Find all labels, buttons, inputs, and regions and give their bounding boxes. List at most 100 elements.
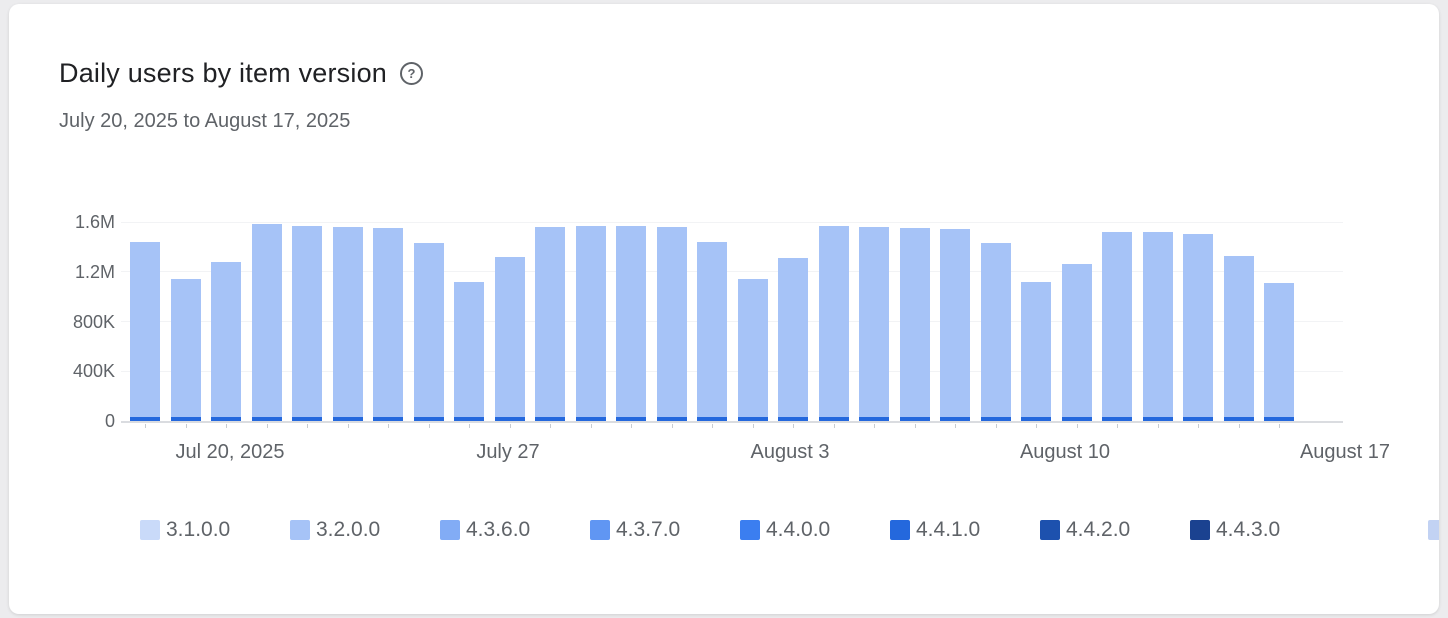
bar-segment-dark: [1264, 417, 1294, 421]
bar-segment-main: [656, 226, 687, 418]
card-header: Daily users by item version ?: [59, 58, 424, 89]
legend-swatch: [590, 520, 610, 540]
legend-item[interactable]: 3.1.0.0: [140, 518, 230, 541]
bar-segment-main: [697, 241, 727, 418]
chart-bar[interactable]: [818, 225, 849, 421]
legend-item[interactable]: 3.2.0.0: [290, 518, 380, 541]
bar-segment-main: [1021, 281, 1051, 418]
y-gridline: [121, 221, 1343, 223]
bar-segment-main: [1061, 264, 1092, 418]
chart-bar[interactable]: [454, 281, 484, 421]
legend-label: 4.4.0.0: [766, 518, 831, 541]
chart-bar[interactable]: [170, 279, 201, 421]
chart-bar[interactable]: [616, 225, 646, 421]
legend-label: 4.4.1.0: [916, 518, 981, 541]
bar-segment-main: [373, 228, 403, 418]
x-minor-tick: [1076, 424, 1078, 428]
chart-bar[interactable]: [859, 226, 889, 421]
bar-segment-dark: [1183, 417, 1213, 421]
bar-segment-main: [778, 258, 808, 418]
bar-segment-dark: [535, 417, 565, 421]
x-minor-tick: [833, 424, 835, 428]
x-minor-tick: [712, 424, 713, 428]
daily-users-card: Daily users by item version ? July 20, 2…: [9, 4, 1439, 614]
chart-bar[interactable]: [1223, 255, 1254, 421]
legend-swatch: [890, 520, 910, 540]
x-minor-tick: [266, 424, 268, 428]
chart-bar[interactable]: [697, 241, 727, 421]
x-axis-label: July 27: [476, 441, 540, 463]
bar-segment-dark: [656, 417, 687, 421]
legend-item[interactable]: 4.4.3.0: [1190, 518, 1280, 541]
date-range-subtitle: July 20, 2025 to August 17, 2025: [59, 110, 351, 132]
chart-bar[interactable]: [1102, 231, 1132, 421]
chart-bar[interactable]: [940, 229, 970, 421]
chart-bar[interactable]: [1021, 281, 1051, 421]
chart-bar[interactable]: [1183, 234, 1213, 421]
bar-segment-main: [454, 281, 484, 418]
bar-segment-main: [1264, 282, 1294, 418]
bar-segment-dark: [454, 417, 484, 421]
bar-segment-dark: [859, 417, 889, 421]
bar-segment-main: [737, 279, 768, 418]
x-minor-tick: [995, 424, 997, 428]
chart-bar[interactable]: [980, 243, 1011, 421]
legend-swatch: [440, 520, 460, 540]
legend-item[interactable]: 4.4.0.0: [740, 518, 831, 541]
x-minor-tick: [509, 424, 511, 428]
chart-bar[interactable]: [575, 225, 606, 421]
x-minor-tick: [671, 424, 673, 428]
bar-segment-main: [575, 225, 606, 418]
bar-segment-dark: [1142, 417, 1173, 421]
bar-segment-dark: [1223, 417, 1254, 421]
x-minor-tick: [226, 424, 227, 428]
chart-bar[interactable]: [1061, 264, 1092, 421]
chart-bar[interactable]: [535, 226, 565, 421]
bar-segment-main: [292, 225, 322, 418]
chart-bar[interactable]: [332, 226, 363, 421]
legend-item[interactable]: [1428, 519, 1439, 541]
chart-bar[interactable]: [292, 225, 322, 421]
bar-segment-main: [211, 261, 241, 418]
legend-swatch: [740, 520, 760, 540]
bar-segment-dark: [818, 417, 849, 421]
legend-swatch: [290, 520, 310, 540]
legend-swatch: [1040, 520, 1060, 540]
bar-segment-main: [940, 229, 970, 418]
x-minor-tick: [388, 424, 389, 428]
chart-bar[interactable]: [778, 258, 808, 421]
chart-bar[interactable]: [211, 261, 241, 421]
x-minor-tick: [307, 424, 308, 428]
x-minor-tick: [1279, 424, 1280, 428]
bar-segment-main: [332, 226, 363, 418]
bar-segment-main: [413, 243, 444, 418]
bar-segment-main: [899, 228, 930, 418]
chart-bar[interactable]: [1264, 282, 1294, 421]
y-axis-label: 1.6M: [74, 212, 115, 232]
help-icon[interactable]: ?: [400, 62, 424, 85]
x-axis-label: August 10: [1019, 441, 1111, 463]
legend-item[interactable]: 4.3.6.0: [440, 518, 530, 541]
x-minor-tick: [185, 424, 187, 428]
chart-bar[interactable]: [494, 256, 525, 421]
chart-bar[interactable]: [251, 224, 282, 421]
legend-item[interactable]: 4.4.1.0: [890, 518, 981, 541]
x-minor-tick: [1157, 424, 1159, 428]
bar-segment-dark: [1021, 417, 1051, 421]
bar-segment-main: [1142, 231, 1173, 418]
chart-bar[interactable]: [899, 228, 930, 421]
x-axis-label: Jul 20, 2025: [175, 441, 285, 463]
chart-bar[interactable]: [130, 241, 160, 421]
x-minor-tick: [428, 424, 430, 428]
bar-segment-dark: [737, 417, 768, 421]
chart-bar[interactable]: [656, 226, 687, 421]
legend-item[interactable]: 4.3.7.0: [590, 518, 680, 541]
chart-bar[interactable]: [413, 243, 444, 421]
chart-bar[interactable]: [1142, 231, 1173, 421]
bar-segment-main: [1223, 255, 1254, 418]
legend-item[interactable]: 4.4.2.0: [1040, 518, 1130, 541]
x-minor-tick: [752, 424, 754, 428]
chart-bar[interactable]: [373, 228, 403, 421]
chart-bar[interactable]: [737, 279, 768, 421]
x-minor-tick: [1238, 424, 1240, 428]
